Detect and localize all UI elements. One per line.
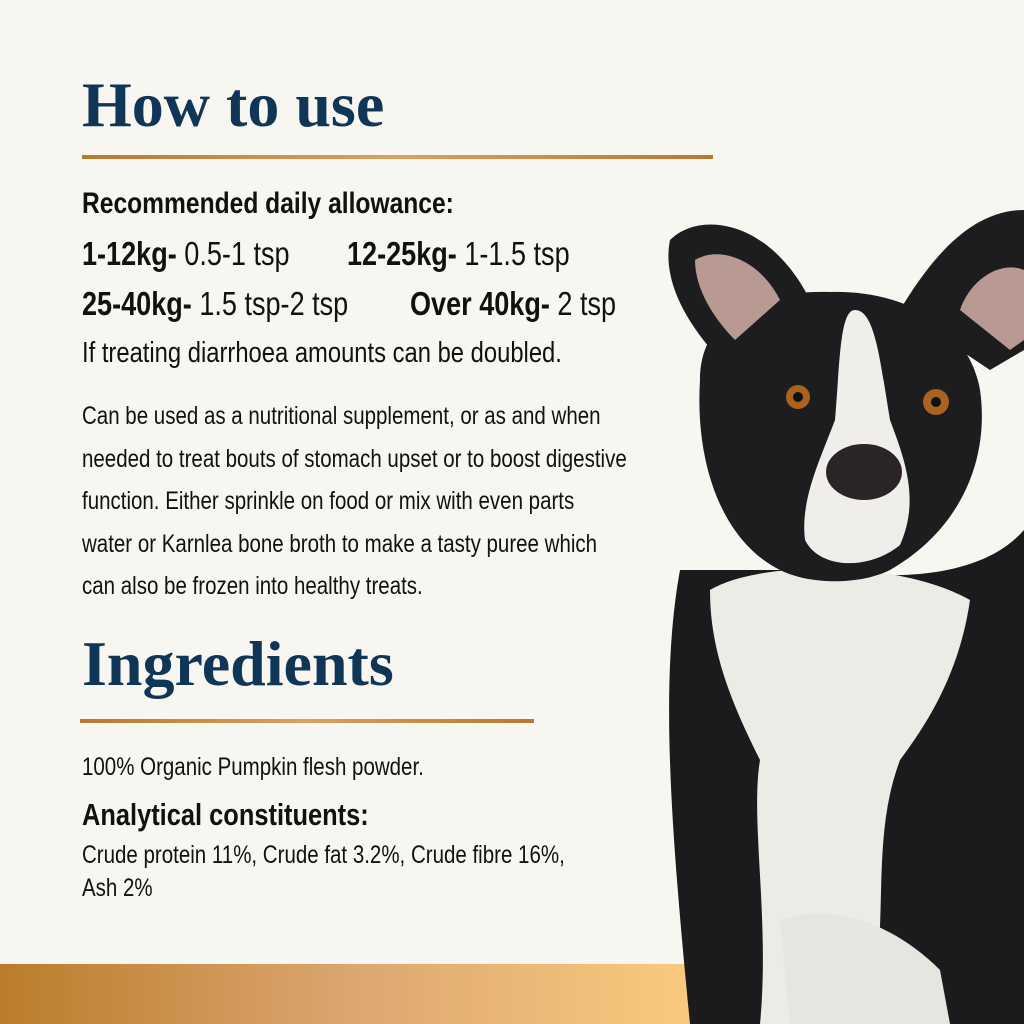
dose-weight: Over 40kg- — [410, 285, 550, 322]
ingredients-title: Ingredients — [82, 628, 394, 699]
paragraph-line: needed to treat bouts of stomach upset o… — [82, 444, 627, 473]
usage-paragraph: Can be used as a nutritional supplement,… — [82, 395, 627, 608]
ingredients-text: 100% Organic Pumpkin flesh powder. — [82, 753, 424, 781]
paragraph-line: water or Karnlea bone broth to make a ta… — [82, 529, 598, 558]
analytical-line: Crude protein 11%, Crude fat 3.2%, Crude… — [82, 841, 565, 869]
dog-photo — [668, 210, 1024, 1024]
diarrhoea-note: If treating diarrhoea amounts can be dou… — [82, 337, 562, 369]
dose-weight: 12-25kg- — [347, 235, 457, 272]
dose-weight: 25-40kg- — [82, 285, 192, 322]
paragraph-line: can also be frozen into healthy treats. — [82, 572, 423, 600]
dose-amount: 1.5 tsp-2 tsp — [199, 285, 349, 322]
dose-amount: 1-1.5 tsp — [464, 235, 570, 272]
ingredients-divider — [80, 719, 534, 723]
analytical-heading: Analytical constituents: — [82, 797, 369, 832]
dose-row: 25-40kg- 1.5 tsp-2 tsp — [82, 285, 348, 323]
dose-amount: 2 tsp — [557, 285, 617, 322]
how-to-use-title: How to use — [82, 69, 385, 140]
dose-weight: 1-12kg- — [82, 235, 177, 272]
title-divider — [82, 155, 713, 159]
paragraph-line: Can be used as a nutritional supplement,… — [82, 402, 601, 430]
rda-heading: Recommended daily allowance: — [82, 187, 454, 220]
dose-row: Over 40kg- 2 tsp — [410, 285, 616, 323]
analytical-line: Ash 2% — [82, 874, 153, 902]
dose-row: 12-25kg- 1-1.5 tsp — [347, 235, 570, 273]
dose-amount: 0.5-1 tsp — [184, 235, 290, 272]
footer-gradient-band — [0, 964, 700, 1024]
dose-row: 1-12kg- 0.5-1 tsp — [82, 235, 290, 273]
paragraph-line: function. Either sprinkle on food or mix… — [82, 487, 575, 515]
